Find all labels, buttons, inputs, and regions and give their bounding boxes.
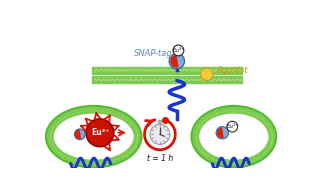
Circle shape [201,68,213,81]
Ellipse shape [54,114,133,159]
Wedge shape [76,130,80,139]
Wedge shape [218,128,223,137]
Circle shape [75,129,85,140]
FancyBboxPatch shape [92,67,242,74]
Circle shape [169,53,184,69]
Text: Eu³⁺: Eu³⁺ [226,124,238,129]
Circle shape [227,121,238,132]
Wedge shape [171,56,178,67]
Circle shape [216,127,228,139]
Text: Eu³⁺: Eu³⁺ [172,48,184,53]
Circle shape [173,45,184,56]
Text: Agonist: Agonist [217,66,248,75]
Circle shape [150,124,170,144]
Circle shape [86,119,114,147]
Text: t = 1 h: t = 1 h [147,154,173,163]
Text: Eu³⁺: Eu³⁺ [91,128,109,137]
Ellipse shape [46,106,141,167]
Ellipse shape [192,106,276,167]
Ellipse shape [200,114,268,159]
FancyBboxPatch shape [92,76,242,83]
Bar [158,120,161,124]
Text: SNAP-tag: SNAP-tag [134,49,173,58]
